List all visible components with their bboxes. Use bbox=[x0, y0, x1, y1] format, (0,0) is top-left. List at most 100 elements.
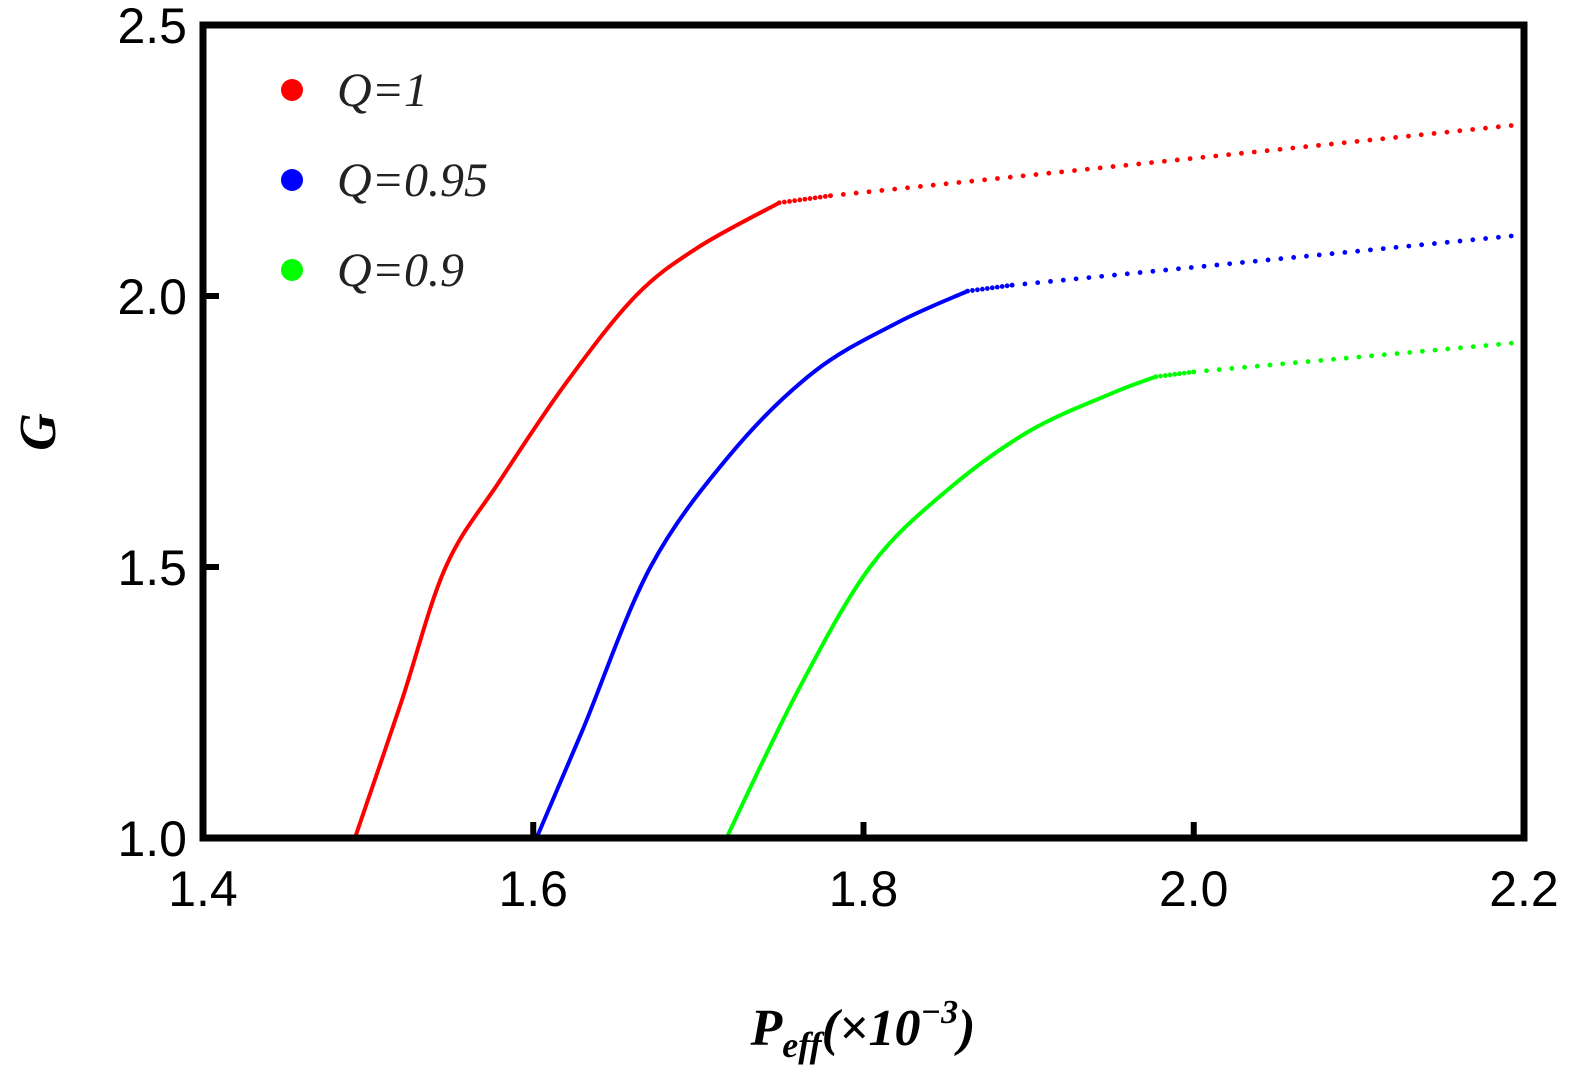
data-point bbox=[1508, 123, 1514, 128]
data-point bbox=[1393, 244, 1399, 250]
data-point bbox=[1099, 273, 1105, 279]
legend-marker bbox=[281, 79, 303, 101]
data-point bbox=[1004, 283, 1010, 289]
data-point bbox=[1483, 125, 1488, 131]
x-tick-label: 1.6 bbox=[498, 861, 568, 917]
data-point bbox=[1407, 349, 1413, 355]
data-point bbox=[1304, 253, 1309, 259]
data-point bbox=[999, 284, 1005, 289]
series-dots-q-0-9 bbox=[1153, 339, 1527, 380]
data-point bbox=[1033, 172, 1039, 177]
data-point bbox=[782, 199, 787, 205]
data-point bbox=[1316, 252, 1322, 258]
legend-marker bbox=[281, 259, 303, 281]
data-point bbox=[1174, 157, 1180, 163]
data-point bbox=[1265, 257, 1271, 263]
data-point bbox=[975, 287, 980, 293]
y-tick-label: 1.5 bbox=[117, 540, 187, 596]
data-point bbox=[1216, 367, 1222, 372]
data-point bbox=[1381, 352, 1387, 358]
data-point bbox=[1470, 344, 1476, 350]
plot-area bbox=[353, 121, 1527, 839]
data-point bbox=[1342, 249, 1348, 255]
data-point bbox=[1303, 144, 1309, 150]
x-axis-label: Peff(×10−3) bbox=[750, 994, 976, 1065]
data-point bbox=[1172, 371, 1178, 377]
data-point bbox=[1201, 263, 1207, 269]
data-point bbox=[1444, 129, 1450, 135]
data-point bbox=[1242, 364, 1247, 370]
data-point bbox=[1419, 242, 1425, 248]
data-point bbox=[989, 285, 995, 291]
data-point bbox=[1136, 161, 1142, 167]
data-point bbox=[1264, 148, 1270, 154]
data-point bbox=[1162, 373, 1168, 378]
data-point bbox=[1470, 237, 1476, 243]
data-point bbox=[822, 194, 828, 199]
series-dots-q-1 bbox=[776, 121, 1527, 206]
data-point bbox=[1176, 266, 1181, 272]
data-point bbox=[1240, 260, 1245, 265]
data-point bbox=[1097, 165, 1103, 171]
data-point bbox=[1267, 362, 1273, 368]
data-point bbox=[807, 196, 813, 201]
data-point bbox=[1009, 282, 1015, 288]
series-line-q-1 bbox=[353, 201, 781, 839]
data-point bbox=[1470, 127, 1476, 132]
data-point bbox=[1149, 160, 1154, 166]
legend-label: Q=0.95 bbox=[337, 154, 488, 207]
data-point bbox=[1380, 246, 1386, 252]
data-point bbox=[1229, 366, 1235, 371]
data-point bbox=[1204, 368, 1209, 374]
legend-label: Q=1 bbox=[337, 64, 428, 117]
data-point bbox=[1290, 145, 1296, 151]
data-point bbox=[1367, 137, 1373, 143]
data-point bbox=[1200, 154, 1206, 160]
data-point bbox=[1329, 251, 1335, 257]
data-point bbox=[1292, 360, 1298, 366]
data-point bbox=[1431, 131, 1437, 136]
data-point bbox=[853, 190, 859, 196]
data-point bbox=[812, 195, 818, 201]
data-point bbox=[1432, 347, 1438, 353]
series-line-q-0-95 bbox=[534, 289, 969, 839]
data-point bbox=[1153, 374, 1159, 380]
data-point bbox=[802, 196, 808, 202]
series-line-q-0-9 bbox=[724, 374, 1157, 839]
data-point bbox=[1007, 174, 1013, 180]
data-point bbox=[1254, 363, 1260, 369]
plot-frame bbox=[199, 21, 1528, 842]
data-point bbox=[1059, 169, 1065, 175]
data-point bbox=[979, 286, 985, 292]
data-point bbox=[1191, 369, 1197, 375]
data-point bbox=[1048, 278, 1053, 284]
data-point bbox=[1277, 146, 1283, 152]
data-point bbox=[1444, 239, 1450, 245]
x-tick-label: 2.2 bbox=[1489, 861, 1559, 917]
data-point bbox=[1020, 173, 1026, 179]
data-point bbox=[1369, 353, 1374, 359]
data-point bbox=[1508, 340, 1514, 346]
data-point bbox=[1354, 139, 1360, 144]
data-point bbox=[1137, 270, 1143, 275]
data-point bbox=[1188, 265, 1194, 270]
data-point bbox=[1496, 341, 1501, 347]
data-point bbox=[1368, 247, 1373, 253]
data-point bbox=[1252, 258, 1258, 264]
data-point bbox=[1150, 268, 1156, 274]
x-tick-label: 2.0 bbox=[1159, 861, 1229, 917]
legend: Q=1 Q=0.95 Q=0.9 bbox=[281, 64, 488, 297]
data-point bbox=[1418, 132, 1424, 138]
data-point bbox=[1458, 345, 1463, 351]
data-point bbox=[1278, 256, 1284, 262]
data-point bbox=[797, 197, 803, 203]
data-point bbox=[994, 284, 1000, 290]
y-axis-label: G bbox=[10, 413, 67, 451]
data-point bbox=[1496, 234, 1501, 240]
data-point bbox=[1445, 346, 1451, 352]
data-point bbox=[1187, 156, 1193, 162]
data-point bbox=[1341, 140, 1347, 146]
data-point bbox=[1167, 372, 1173, 378]
data-point bbox=[1084, 166, 1090, 172]
data-point bbox=[1181, 370, 1187, 376]
